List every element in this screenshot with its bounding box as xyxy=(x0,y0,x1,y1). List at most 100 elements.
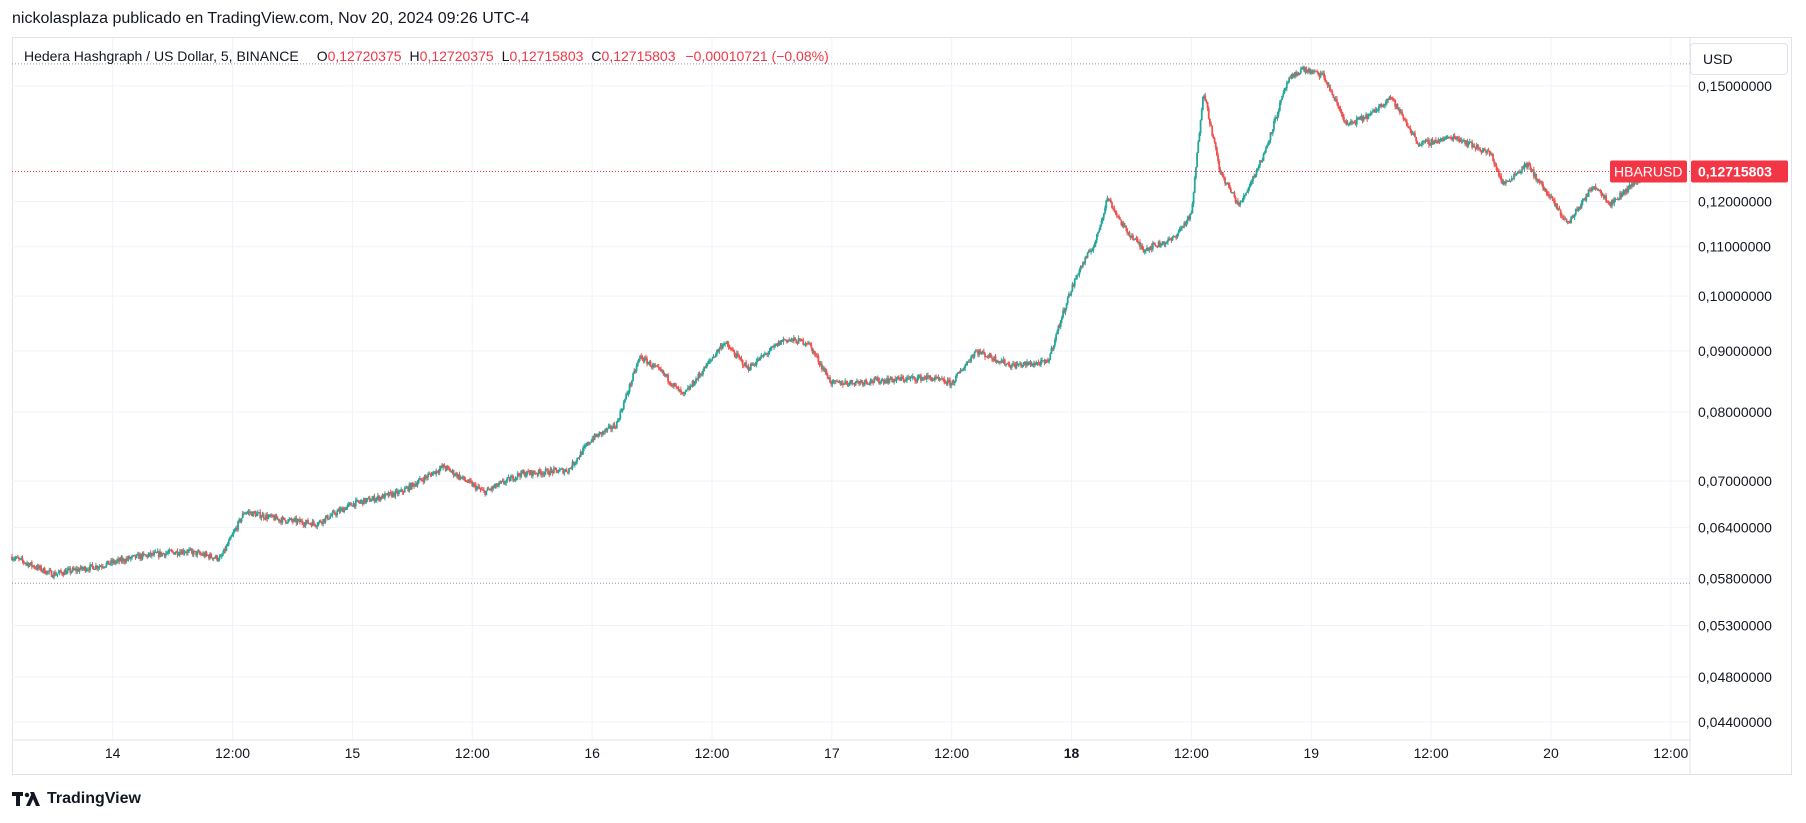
candle-body-up xyxy=(586,442,589,446)
candle-body-down xyxy=(1401,112,1404,116)
candle-body-down xyxy=(972,355,975,357)
candle-body-down xyxy=(1393,99,1395,101)
candle-body-down xyxy=(1546,193,1549,195)
candle-body-up xyxy=(332,511,335,513)
candle-body-down xyxy=(421,479,424,481)
candle-body-up xyxy=(1023,362,1026,364)
candle-body-up xyxy=(963,367,965,371)
candle-body-up xyxy=(774,345,777,347)
candle-body-up xyxy=(1515,174,1518,176)
candle-body-up xyxy=(1472,146,1475,148)
candle-body-up xyxy=(1550,196,1553,198)
candle-body-up xyxy=(516,473,519,478)
candle-body-down xyxy=(152,553,154,555)
candle-body-up xyxy=(578,457,581,459)
candle-body-down xyxy=(839,380,842,385)
candle-body-up xyxy=(552,468,555,474)
candle-body-up xyxy=(76,568,79,572)
symbol-description[interactable]: Hedera Hashgraph / US Dollar, 5, BINANCE xyxy=(24,48,299,64)
candle-body-down xyxy=(146,554,149,558)
candle-body-down xyxy=(577,457,580,459)
tradingview-logo-icon xyxy=(12,792,40,806)
candle-body-up xyxy=(1050,347,1053,354)
candle-body-up xyxy=(53,572,55,578)
candle-body-up xyxy=(1593,186,1596,188)
candle-body-down xyxy=(321,522,323,524)
candle-body-up xyxy=(756,358,759,362)
candle-body-down xyxy=(1217,155,1219,162)
candle-body-up xyxy=(970,357,972,362)
candle-body-up xyxy=(131,555,133,558)
candle-body-down xyxy=(41,570,44,572)
candle-body-up xyxy=(225,545,228,551)
candle-body-down xyxy=(992,358,995,361)
candle-body-up xyxy=(1587,189,1590,197)
candle-body-up xyxy=(619,411,622,420)
candle-body-down xyxy=(301,520,304,524)
candle-body-down xyxy=(1549,196,1552,198)
candle-body-up xyxy=(1534,173,1536,177)
candle-body-up xyxy=(1313,70,1316,72)
candle-body-up xyxy=(1149,246,1152,249)
candle-body-up xyxy=(1311,70,1314,73)
candle-body-up xyxy=(744,362,746,367)
candle-body-up xyxy=(231,534,234,537)
candle-body-down xyxy=(802,339,805,345)
candle-body-up xyxy=(608,425,611,427)
candle-body-up xyxy=(571,461,574,469)
candle-body-up xyxy=(755,361,758,365)
candle-body-down xyxy=(120,557,123,562)
candle-body-up xyxy=(611,428,614,430)
grid-lines xyxy=(12,38,1691,775)
candle-body-up xyxy=(705,363,708,369)
candle-body-up xyxy=(1539,181,1542,183)
candle-body-up xyxy=(661,370,664,372)
candle-body-down xyxy=(1551,196,1554,200)
candle-body-up xyxy=(706,363,709,365)
candle-body-down xyxy=(949,380,951,386)
candle-body-down xyxy=(603,431,605,433)
candle-body-up xyxy=(119,557,122,562)
candle-body-up xyxy=(1127,232,1130,234)
candle-body-up xyxy=(276,518,279,520)
candle-body-down xyxy=(939,378,942,380)
price-axis[interactable]: 0,15000000 0,12000000 0,11000000 0,10000000… xyxy=(1698,78,1772,730)
candle-body-up xyxy=(881,379,884,381)
candle-body-down xyxy=(545,469,548,471)
candle-body-down xyxy=(837,381,840,383)
candle-body-up xyxy=(331,512,334,516)
candle-body-up xyxy=(1078,270,1081,275)
candle-body-up xyxy=(1470,141,1472,143)
candle-body-up xyxy=(93,569,96,571)
currency-button[interactable]: USD xyxy=(1690,43,1788,75)
candle-body-up xyxy=(1591,187,1594,191)
candle-body-up xyxy=(1386,98,1388,103)
candle-body-down xyxy=(692,381,695,385)
tradingview-logo[interactable]: TradingView xyxy=(12,790,141,808)
candle-body-up xyxy=(459,476,462,479)
candle-body-up xyxy=(136,553,139,555)
candle-body-down xyxy=(945,382,948,385)
candle-body-up xyxy=(1523,164,1526,169)
price-tick-label: 0,05300000 xyxy=(1698,617,1772,633)
candle-body-up xyxy=(1276,114,1279,119)
candle-body-down xyxy=(1043,361,1046,363)
candle-body-up xyxy=(209,553,211,559)
candle-body-up xyxy=(1601,194,1604,197)
candle-body-down xyxy=(550,469,553,471)
candle-body-up xyxy=(1288,77,1291,83)
price-tick-label: 0,12000000 xyxy=(1698,194,1772,210)
candle-body-down xyxy=(667,374,669,382)
candle-body-up xyxy=(1580,202,1583,208)
candle-body-down xyxy=(836,380,838,382)
candle-body-down xyxy=(1221,171,1224,177)
candle-body-down xyxy=(1236,200,1239,205)
candle-body-down xyxy=(315,525,318,527)
time-axis[interactable]: 14 12:00 15 12:00 16 12:00 17 12:00 18 12:00 19 12:… xyxy=(105,745,1689,761)
candle-body-up xyxy=(1102,213,1105,218)
candle-body-up xyxy=(445,466,448,470)
candle-body-down xyxy=(1579,206,1582,208)
candle-body-down xyxy=(444,467,447,470)
candle-body-up xyxy=(1177,232,1180,234)
